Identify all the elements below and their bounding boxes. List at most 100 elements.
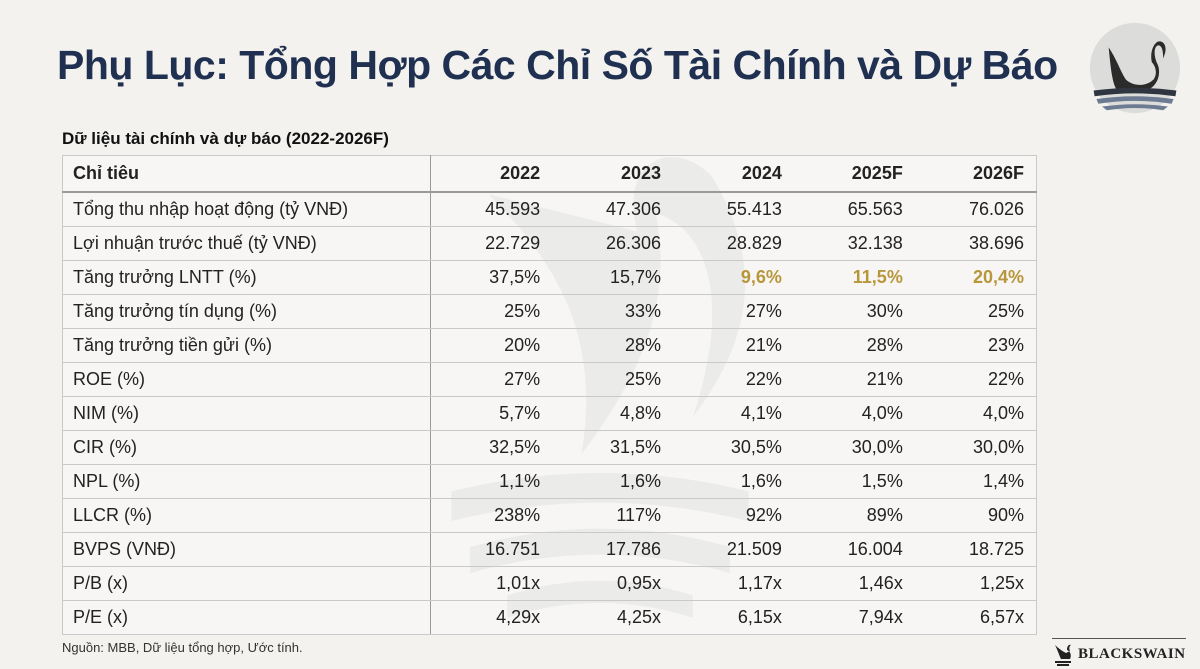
row-label: NIM (%) xyxy=(62,396,431,431)
cell-value: 16.004 xyxy=(793,532,915,567)
cell-value: 22.729 xyxy=(430,226,553,261)
column-header: Chỉ tiêu xyxy=(62,155,431,193)
cell-value: 7,94x xyxy=(793,600,915,635)
cell-value: 1,25x xyxy=(914,566,1037,601)
cell-value: 4,0% xyxy=(914,396,1037,431)
cell-value: 4,29x xyxy=(430,600,553,635)
cell-value: 89% xyxy=(793,498,915,533)
row-label: P/E (x) xyxy=(62,600,431,635)
cell-value: 28.829 xyxy=(673,226,794,261)
cell-value: 27% xyxy=(673,294,794,329)
row-label: NPL (%) xyxy=(62,464,431,499)
brand-wordmark: BLACKSWAIN xyxy=(1078,645,1186,662)
cell-value: 238% xyxy=(430,498,553,533)
table-row: Tăng trưởng tiền gửi (%) 20% 28% 21% 28% 23% xyxy=(62,328,1037,363)
cell-value: 32,5% xyxy=(430,430,553,465)
cell-value: 27% xyxy=(430,362,553,397)
cell-value: 6,57x xyxy=(914,600,1037,635)
cell-value: 25% xyxy=(914,294,1037,329)
cell-value: 9,6% xyxy=(673,260,794,295)
row-label: BVPS (VNĐ) xyxy=(62,532,431,567)
cell-value: 4,25x xyxy=(552,600,674,635)
cell-value: 117% xyxy=(552,498,674,533)
cell-value: 22% xyxy=(673,362,794,397)
swan-icon xyxy=(1055,644,1071,666)
cell-value: 20,4% xyxy=(914,260,1037,295)
cell-value: 1,17x xyxy=(673,566,794,601)
cell-value: 65.563 xyxy=(793,191,915,227)
table-row: ROE (%) 27% 25% 22% 21% 22% xyxy=(62,362,1037,397)
cell-value: 92% xyxy=(673,498,794,533)
table-row: NPL (%) 1,1% 1,6% 1,6% 1,5% 1,4% xyxy=(62,464,1037,499)
table-row: BVPS (VNĐ) 16.751 17.786 21.509 16.004 18.725 xyxy=(62,532,1037,567)
cell-value: 1,1% xyxy=(430,464,553,499)
cell-value: 22% xyxy=(914,362,1037,397)
financial-table: Chỉ tiêu 2022 2023 2024 2025F 2026F Tổng thu … xyxy=(62,155,1037,635)
column-header: 2024 xyxy=(673,155,794,193)
page-title: Phụ Lục: Tổng Hợp Các Chỉ Số Tài Chính v… xyxy=(57,42,1058,88)
cell-value: 28% xyxy=(793,328,915,363)
table-row: P/B (x) 1,01x 0,95x 1,17x 1,46x 1,25x xyxy=(62,566,1037,601)
cell-value: 25% xyxy=(552,362,674,397)
cell-value: 47.306 xyxy=(552,191,674,227)
cell-value: 90% xyxy=(914,498,1037,533)
cell-value: 1,4% xyxy=(914,464,1037,499)
cell-value: 1,01x xyxy=(430,566,553,601)
cell-value: 20% xyxy=(430,328,553,363)
cell-value: 31,5% xyxy=(552,430,674,465)
cell-value: 32.138 xyxy=(793,226,915,261)
cell-value: 55.413 xyxy=(673,191,794,227)
black-swan-logo-icon xyxy=(1089,22,1181,114)
cell-value: 4,1% xyxy=(673,396,794,431)
cell-value: 45.593 xyxy=(430,191,553,227)
cell-value: 4,8% xyxy=(552,396,674,431)
cell-value: 37,5% xyxy=(430,260,553,295)
row-label: CIR (%) xyxy=(62,430,431,465)
cell-value: 16.751 xyxy=(430,532,553,567)
cell-value: 38.696 xyxy=(914,226,1037,261)
row-label: Tổng thu nhập hoạt động (tỷ VNĐ) xyxy=(62,191,431,227)
cell-value: 21% xyxy=(673,328,794,363)
cell-value: 30% xyxy=(793,294,915,329)
cell-value: 6,15x xyxy=(673,600,794,635)
table-row: P/E (x) 4,29x 4,25x 6,15x 7,94x 6,57x xyxy=(62,600,1037,635)
row-label: Tăng trưởng LNTT (%) xyxy=(62,260,431,295)
cell-value: 5,7% xyxy=(430,396,553,431)
cell-value: 30,0% xyxy=(914,430,1037,465)
table-row: NIM (%) 5,7% 4,8% 4,1% 4,0% 4,0% xyxy=(62,396,1037,431)
table-row: Tổng thu nhập hoạt động (tỷ VNĐ) 45.593 47… xyxy=(62,191,1037,227)
cell-value: 76.026 xyxy=(914,191,1037,227)
cell-value: 11,5% xyxy=(793,260,915,295)
cell-value: 21% xyxy=(793,362,915,397)
row-label: P/B (x) xyxy=(62,566,431,601)
row-label: LLCR (%) xyxy=(62,498,431,533)
cell-value: 30,5% xyxy=(673,430,794,465)
row-label: Lợi nhuận trước thuế (tỷ VNĐ) xyxy=(62,226,431,261)
table-caption: Dữ liệu tài chính và dự báo (2022-2026F) xyxy=(62,129,389,148)
cell-value: 17.786 xyxy=(552,532,674,567)
table-row: CIR (%) 32,5% 31,5% 30,5% 30,0% 30,0% xyxy=(62,430,1037,465)
row-label: Tăng trưởng tín dụng (%) xyxy=(62,294,431,329)
cell-value: 1,46x xyxy=(793,566,915,601)
row-label: ROE (%) xyxy=(62,362,431,397)
cell-value: 18.725 xyxy=(914,532,1037,567)
cell-value: 28% xyxy=(552,328,674,363)
table-row: Lợi nhuận trước thuế (tỷ VNĐ) 22.729 26.30… xyxy=(62,226,1037,261)
cell-value: 1,6% xyxy=(673,464,794,499)
cell-value: 33% xyxy=(552,294,674,329)
cell-value: 26.306 xyxy=(552,226,674,261)
table-row: Tăng trưởng LNTT (%) 37,5% 15,7% 9,6% 11,5% 2… xyxy=(62,260,1037,295)
table-row: Tăng trưởng tín dụng (%) 25% 33% 27% 30% 25% xyxy=(62,294,1037,329)
cell-value: 1,6% xyxy=(552,464,674,499)
cell-value: 21.509 xyxy=(673,532,794,567)
cell-value: 30,0% xyxy=(793,430,915,465)
source-note: Nguồn: MBB, Dữ liệu tổng hợp, Ước tính. xyxy=(62,640,303,655)
row-label: Tăng trưởng tiền gửi (%) xyxy=(62,328,431,363)
brand-footer: BLACKSWAIN xyxy=(1052,638,1186,669)
cell-value: 15,7% xyxy=(552,260,674,295)
cell-value: 25% xyxy=(430,294,553,329)
column-header: 2026F xyxy=(914,155,1037,193)
column-header: 2023 xyxy=(552,155,674,193)
table-header-row: Chỉ tiêu 2022 2023 2024 2025F 2026F xyxy=(62,155,1037,193)
cell-value: 0,95x xyxy=(552,566,674,601)
